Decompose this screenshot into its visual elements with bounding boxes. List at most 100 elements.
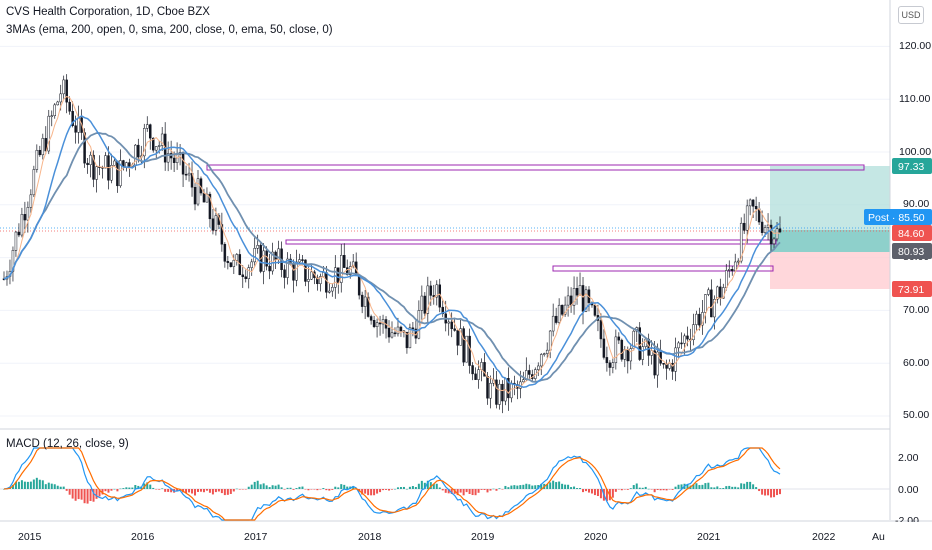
histogram-bar <box>573 486 576 489</box>
histogram-bar <box>519 485 522 489</box>
histogram-bar <box>331 489 334 490</box>
candle <box>23 201 27 233</box>
histogram-bar <box>773 489 776 498</box>
candle <box>441 300 444 317</box>
histogram-bar <box>644 486 647 489</box>
candle <box>459 319 462 346</box>
histogram-bar <box>208 489 211 493</box>
resistance-rect-top[interactable] <box>206 164 865 171</box>
histogram-bar <box>388 489 391 491</box>
histogram-bar <box>370 489 373 496</box>
histogram-bar <box>128 487 131 489</box>
candle <box>617 332 621 345</box>
histogram-bar <box>226 489 229 495</box>
histogram-bar <box>435 483 438 489</box>
histogram-bar <box>641 487 644 489</box>
histogram-bar <box>740 483 743 489</box>
price-tick: 110.00 <box>899 93 930 105</box>
candle <box>44 126 48 155</box>
histogram-bar <box>393 488 396 490</box>
histogram-bar <box>307 489 310 491</box>
histogram-bar <box>671 489 674 490</box>
candle <box>707 287 710 297</box>
candle <box>342 243 346 268</box>
histogram-bar <box>92 489 95 502</box>
candle <box>450 312 453 338</box>
candle <box>572 276 576 315</box>
histogram-bar <box>665 489 668 491</box>
time-axis[interactable]: 2015 2016 2017 2018 2019 2020 2021 2022 … <box>18 531 885 543</box>
histogram-bar <box>728 485 731 489</box>
histogram-bar <box>379 489 382 493</box>
histogram-bar <box>698 485 701 489</box>
candle <box>683 333 686 355</box>
histogram-bar <box>734 486 737 489</box>
histogram-bar <box>137 485 140 489</box>
support-rect[interactable] <box>552 265 774 272</box>
histogram-bar <box>280 487 283 489</box>
histogram-bar <box>376 489 379 494</box>
histogram-bar <box>570 487 573 489</box>
histogram-bar <box>211 489 214 495</box>
histogram-bar <box>53 484 56 489</box>
histogram-bar <box>149 484 152 489</box>
candle <box>110 153 113 184</box>
candle <box>211 209 215 235</box>
histogram-bar <box>761 489 764 495</box>
histogram-bar <box>647 488 650 490</box>
candle <box>250 258 253 276</box>
candle <box>605 346 609 372</box>
macd-legend[interactable]: MACD (12, 26, close, 9) <box>6 438 129 450</box>
price-tick: 70.00 <box>903 304 929 316</box>
candle <box>730 266 734 276</box>
histogram-bar <box>396 487 399 489</box>
candle <box>301 255 304 264</box>
macd-tick: 2.00 <box>898 452 919 464</box>
indicator-legend[interactable]: 3MAs (ema, 200, open, 0, sma, 200, close… <box>6 24 333 36</box>
histogram-bar <box>259 484 262 489</box>
currency-button[interactable]: USD <box>898 6 924 24</box>
histogram-bar <box>498 488 501 489</box>
macd-axis[interactable]: 2.00 0.00 -2.00 <box>895 452 919 527</box>
histogram-bar <box>638 487 641 489</box>
histogram-bar <box>44 484 47 489</box>
histogram-bar <box>32 479 35 489</box>
histogram-bar <box>576 488 579 489</box>
candle <box>32 165 36 198</box>
price-axis[interactable]: 120.00 110.00 100.00 90.00 80.00 70.00 6… <box>899 40 931 421</box>
candle <box>611 358 615 374</box>
histogram-bar <box>746 481 749 489</box>
candle <box>95 165 98 193</box>
histogram-bar <box>531 485 534 489</box>
candle <box>235 253 239 266</box>
axis-price-labels: 97.33 Post · 85.50 84.60 80.93 73.91 <box>864 158 932 297</box>
histogram-bar <box>328 489 331 491</box>
candle <box>334 255 337 299</box>
candle <box>38 145 42 157</box>
histogram-bar <box>567 484 570 489</box>
stop-price-label: 73.91 <box>898 284 924 296</box>
candle <box>193 182 197 211</box>
candle <box>495 370 498 409</box>
histogram-bar <box>65 489 68 491</box>
candle <box>286 252 289 285</box>
histogram-bar <box>152 487 155 489</box>
histogram-bar <box>405 488 408 490</box>
histogram-bar <box>116 489 119 492</box>
histogram-bar <box>650 489 653 490</box>
candle <box>692 313 695 346</box>
histogram-bar <box>110 489 113 491</box>
histogram-bar <box>411 486 414 489</box>
resistance-rect-mid[interactable] <box>285 239 777 245</box>
histogram-bar <box>80 489 83 500</box>
candle <box>620 338 624 362</box>
histogram-bar <box>232 489 235 492</box>
candle <box>268 254 271 280</box>
histogram-bar <box>41 480 44 489</box>
histogram-bar <box>256 480 259 489</box>
histogram-bar <box>755 487 758 489</box>
candle <box>86 157 89 174</box>
candle <box>542 352 546 357</box>
histogram-bar <box>399 487 402 489</box>
